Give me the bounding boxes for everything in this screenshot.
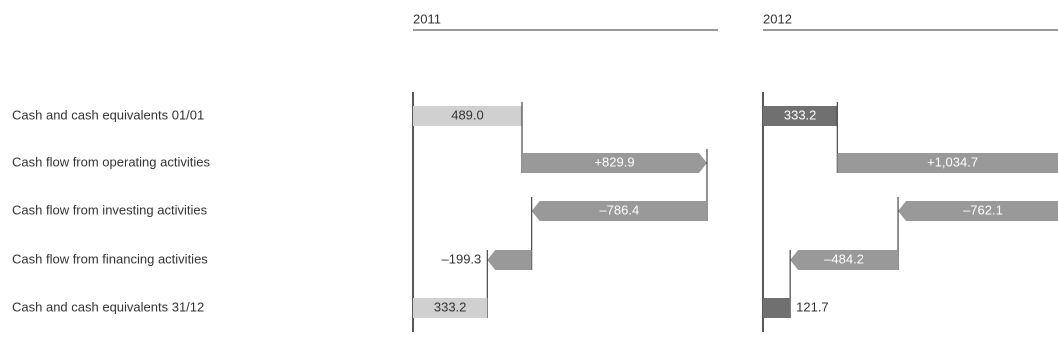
row-label: Cash flow from operating activities [12,154,210,169]
bar [837,153,1058,173]
bar [487,250,532,270]
bar [790,250,899,270]
value-label: 333.2 [434,299,467,314]
row-label: Cash flow from financing activities [12,251,208,266]
total-bar [763,298,791,318]
row-label: Cash flow from investing activities [12,202,208,217]
value-label: 489.0 [451,107,484,122]
value-label: –786.4 [599,202,639,217]
bar [898,201,1058,221]
value-label: 121.7 [796,299,829,314]
bar [531,201,707,221]
value-label: +829.9 [594,154,634,169]
panel-title: 2011 [413,11,441,26]
value-label: 333.2 [784,107,817,122]
row-label: Cash and cash equivalents 01/01 [12,107,204,122]
panel-title: 2012 [763,11,792,26]
total-bar [763,106,838,126]
value-label: +1,034.7 [927,154,978,169]
value-label: –199.3 [442,251,482,266]
total-bar [413,106,522,126]
bar [521,153,707,173]
total-bar [413,298,488,318]
value-label: –762.1 [963,202,1003,217]
value-label: –484.2 [824,251,864,266]
row-label: Cash and cash equivalents 31/12 [12,299,204,314]
